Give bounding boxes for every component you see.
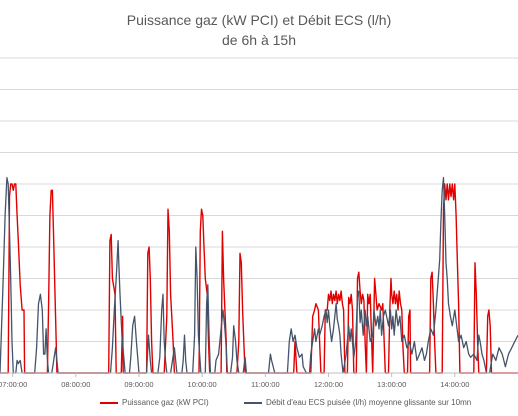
x-tick-label: 14:00:00 <box>440 380 469 389</box>
x-axis: 07:00:00 08:00:00 09:00:00 10:00:00 11:00:00… <box>0 372 518 389</box>
chart-title-block: Puissance gaz (kW PCI) et Débit ECS (l/h… <box>0 10 518 50</box>
series-line-water <box>0 177 518 374</box>
x-tick-label: 08:00:00 <box>61 380 90 389</box>
legend-item-water: Débit d'eau ECS puisée (l/h) moyenne gli… <box>244 398 471 407</box>
legend: Puissance gaz (kW PCI) Débit d'eau ECS p… <box>0 392 518 412</box>
chart-subtitle: de 6h à 15h <box>222 32 296 48</box>
legend-swatch-water <box>244 401 262 404</box>
chart-svg: 07:00:00 08:00:00 09:00:00 10:00:00 11:00:00… <box>0 57 518 389</box>
series-group <box>0 177 518 374</box>
x-tick-label: 11:00:00 <box>251 380 280 389</box>
x-tick-label: 09:00:00 <box>124 380 153 389</box>
x-tick-label: 13:00:00 <box>377 380 406 389</box>
gridlines <box>0 57 518 342</box>
x-tick-label: 07:00:00 <box>0 380 27 389</box>
legend-item-gas: Puissance gaz (kW PCI) <box>100 398 209 407</box>
legend-label-water: Débit d'eau ECS puisée (l/h) moyenne gli… <box>266 398 472 407</box>
legend-label-gas: Puissance gaz (kW PCI) <box>122 398 209 407</box>
x-tick-label: 10:00:00 <box>188 380 217 389</box>
legend-swatch-gas <box>100 401 118 404</box>
chart-title: Puissance gaz (kW PCI) et Débit ECS (l/h… <box>126 12 392 28</box>
x-tick-label: 12:00:00 <box>314 380 343 389</box>
